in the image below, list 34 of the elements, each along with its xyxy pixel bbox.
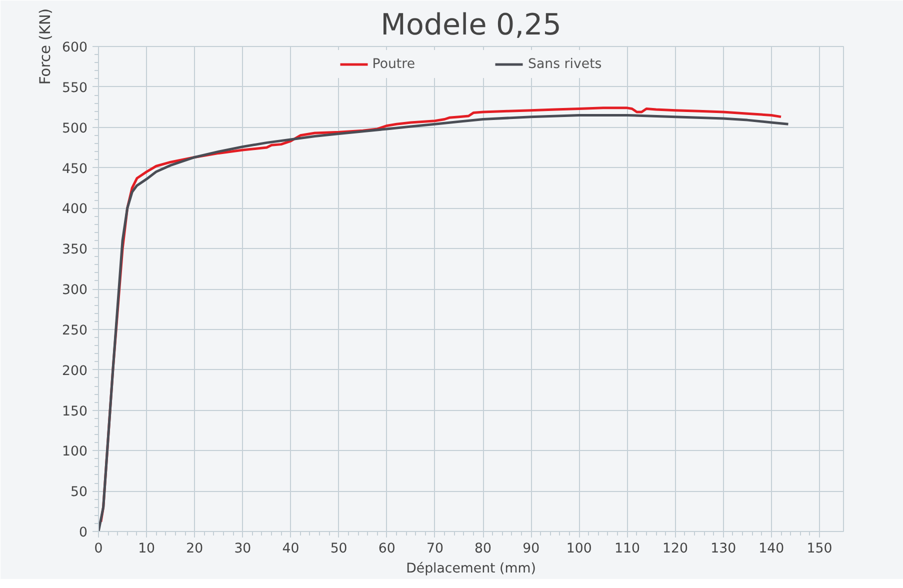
y-tick-label: 150: [62, 404, 88, 420]
x-tick-label: 120: [662, 542, 688, 556]
x-tick-label: 30: [234, 542, 252, 556]
x-tick-label: 20: [186, 542, 204, 556]
x-tick-label: 150: [806, 542, 832, 556]
y-axis-title: Force (KN): [37, 8, 54, 85]
y-tick-label: 50: [70, 485, 88, 500]
x-tick-label: 60: [378, 542, 396, 556]
legend-label: Sans rivets: [528, 56, 602, 72]
x-tick-label: 80: [474, 542, 492, 556]
y-tick-label: 500: [62, 121, 88, 136]
y-tick-label: 550: [62, 80, 88, 96]
x-tick-label: 0: [94, 542, 103, 556]
y-tick-label: 250: [62, 323, 88, 338]
legend-label: Poutre: [372, 56, 416, 72]
y-tick-label: 400: [62, 202, 88, 218]
y-tick-label: 450: [62, 162, 88, 177]
y-tick-label: 200: [62, 364, 88, 379]
y-tick-label: 0: [79, 526, 88, 540]
x-tick-label: 130: [710, 542, 736, 556]
x-tick-label: 90: [522, 542, 540, 556]
x-tick-label: 100: [566, 542, 592, 556]
y-tick-label: 300: [62, 283, 88, 298]
chart-title: Modele 0,25: [380, 8, 562, 42]
x-axis-title: Déplacement (mm): [406, 562, 536, 576]
y-tick-label: 600: [62, 40, 88, 56]
y-tick-label: 350: [62, 242, 88, 258]
x-tick-label: 70: [426, 542, 444, 556]
y-tick-label: 100: [62, 444, 88, 460]
x-tick-label: 50: [330, 542, 348, 556]
x-tick-label: 140: [758, 542, 784, 556]
x-tick-label: 110: [614, 542, 640, 556]
x-tick-label: 40: [282, 542, 300, 556]
x-tick-label: 10: [138, 542, 156, 556]
